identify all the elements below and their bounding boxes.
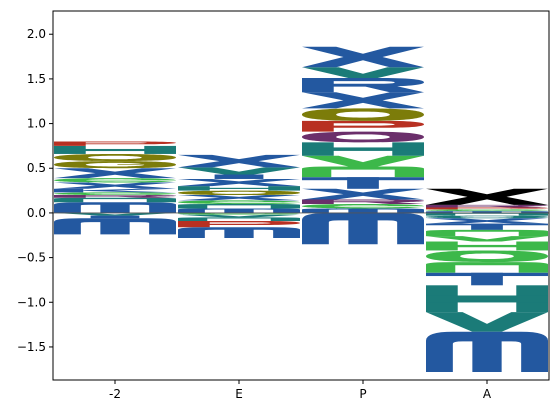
logo-letter-e-P-pos-1	[302, 203, 424, 209]
logo-letter-n-P-pos-5	[302, 166, 424, 178]
logo-letter-h-E-pos-5	[178, 186, 300, 191]
logo-letter-m-P-neg-0	[302, 212, 424, 245]
logo-letter-p-P-pos-9	[302, 120, 424, 132]
logo-letter-x-A-pos-4	[426, 188, 548, 205]
logo-letter-e--2-pos-6	[54, 178, 176, 183]
logo-letter-x--2-pos-7	[54, 168, 176, 179]
logo-letter-i-E-pos-7	[214, 174, 264, 179]
logo-letter-x-P-pos-11	[302, 92, 424, 109]
x-tick-label: -2	[109, 387, 121, 401]
logo-letter-n-A-neg-8	[426, 262, 548, 273]
logo-letter-x--2-pos-5	[54, 182, 176, 189]
y-tick-label: −1.5	[17, 340, 46, 354]
logo-letter-e-A-pos-1	[426, 209, 548, 212]
logo-letter-h-A-neg-6	[426, 241, 548, 251]
logo-letter-m--2-neg-2	[54, 218, 176, 235]
logo-letter-m-A-pos-0	[426, 211, 548, 213]
logo-letter-x-A-neg-2	[426, 218, 548, 224]
logo-letter-v--2-neg-0	[54, 212, 176, 216]
x-tick-label: E	[235, 387, 243, 401]
axes: −1.5 −1.0 −0.5 0.0 0.5 1.0 1.5 2.0 -2 E P A	[17, 27, 492, 401]
logo-letter-m-E-pos-0	[178, 208, 300, 213]
logo-letter-v-P-pos-6	[302, 155, 424, 167]
logo-letter-v-E-neg-1	[178, 214, 300, 218]
logo-letter-r--2-pos-2	[54, 195, 176, 198]
logo-letter-m--2-pos-0	[54, 202, 176, 213]
y-tick-label: 2.0	[27, 27, 46, 41]
y-tick-label: −1.0	[17, 295, 46, 309]
logo-letter-v-E-pos-8	[178, 167, 300, 175]
chart-marks	[54, 46, 548, 372]
logo-letter-o-A-neg-7	[426, 250, 548, 263]
logo-letter-o-P-pos-10	[302, 108, 424, 121]
logo-letter-x-E-pos-9	[178, 154, 300, 168]
logo-letter-n-E-neg-2	[178, 217, 300, 221]
logo-letter-x-E-pos-6	[178, 178, 300, 187]
y-tick-label: 1.0	[27, 117, 46, 131]
logo-letter-e-E-neg-0	[178, 212, 300, 215]
logo-letter-p-A-pos-2	[426, 207, 548, 210]
y-tick-label: −0.5	[17, 251, 46, 265]
logo-letter-o-P-pos-8	[302, 131, 424, 143]
logo-letter-h-A-neg-10	[426, 285, 548, 313]
logo-letter-h-P-pos-7	[302, 142, 424, 156]
logo-letter-t-A-neg-3	[426, 223, 548, 230]
x-tick-label: P	[359, 387, 366, 401]
logo-letter-g--2-pos-8	[54, 161, 176, 169]
logo-letter-x-P-pos-3	[302, 188, 424, 200]
logo-letter-v-A-neg-5	[426, 236, 548, 242]
logo-letter-n-A-neg-0	[426, 212, 548, 216]
logo-letter-p--2-pos-11	[54, 141, 176, 146]
logo-letter-m-A-neg-12	[426, 331, 548, 372]
y-tick-label: 1.5	[27, 72, 46, 86]
logo-letter-m-P-pos-0	[302, 208, 424, 213]
logo-letter-i--2-neg-1	[90, 215, 140, 219]
logo-letter-h--2-pos-10	[54, 145, 176, 154]
x-tick-label: A	[483, 387, 492, 401]
logo-letter-o-E-pos-4	[178, 190, 300, 196]
logo-letter-x-E-pos-3	[178, 195, 300, 201]
logo-letter-o--2-pos-9	[54, 153, 176, 162]
logo-letter-m-E-neg-4	[178, 227, 300, 238]
logo-letter-n-A-neg-4	[426, 229, 548, 237]
logo-letter-t-P-pos-4	[302, 177, 424, 189]
logo-letter-r-A-pos-3	[426, 204, 548, 208]
logo-letter-r-P-pos-12	[302, 78, 424, 93]
logo-letter-e--2-pos-3	[54, 192, 176, 196]
logo-letter-n-E-pos-1	[178, 203, 300, 209]
logo-letter-k--2-pos-4	[54, 188, 176, 193]
plot-frame	[52, 10, 550, 381]
logo-letter-e-E-pos-2	[178, 200, 300, 204]
y-tick-label: 0.5	[27, 161, 46, 175]
logo-letter-o-A-neg-1	[426, 215, 548, 219]
logo-letter-x-P-pos-14	[302, 46, 424, 68]
logo-letter-v-A-neg-11	[426, 312, 548, 332]
y-tick-label: 0.0	[27, 206, 46, 220]
logo-letter-t-A-neg-9	[426, 272, 548, 286]
logo-letter-n--2-pos-1	[54, 197, 176, 203]
logo-letter-v-P-pos-13	[302, 67, 424, 79]
logo-letter-r-P-pos-2	[302, 199, 424, 204]
logo-letter-p-E-neg-3	[178, 220, 300, 228]
